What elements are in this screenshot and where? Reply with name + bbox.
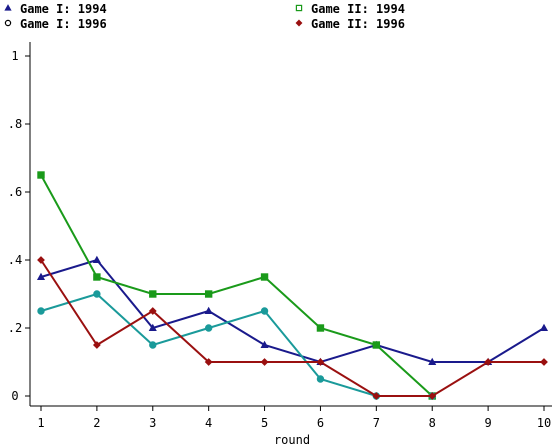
x-tick-label: 1 xyxy=(37,416,44,430)
series-line xyxy=(40,174,433,397)
y-axis-ticks: 0 .2 .4 .6 .8 1 xyxy=(8,49,30,403)
series-0 xyxy=(36,255,549,366)
data-point xyxy=(484,358,493,366)
y-tick-label: .8 xyxy=(8,117,22,131)
data-point xyxy=(92,255,101,264)
data-point xyxy=(148,323,157,332)
x-tick-label: 4 xyxy=(205,416,212,430)
data-point xyxy=(372,392,381,400)
plot-area: 0 .2 .4 .6 .8 1 1 2 3 4 5 6 7 8 9 10 round xyxy=(8,42,552,447)
legend-item-game2-1994: Game II: 1994 xyxy=(295,2,405,16)
data-point xyxy=(149,341,157,349)
legend-marker-game1-1996 xyxy=(4,19,12,27)
series-3 xyxy=(37,256,548,400)
legend-marker xyxy=(295,19,303,27)
data-point xyxy=(204,358,213,366)
data-point xyxy=(93,273,101,281)
y-tick-label: .2 xyxy=(8,321,22,335)
data-point xyxy=(204,324,213,332)
data-point xyxy=(316,358,325,366)
series-line xyxy=(40,258,545,364)
x-tick-label: 9 xyxy=(484,416,491,430)
x-tick-label: 3 xyxy=(149,416,156,430)
series-layer xyxy=(36,171,549,400)
data-point xyxy=(372,341,381,349)
data-point xyxy=(204,290,213,298)
data-point xyxy=(428,392,437,400)
data-point xyxy=(316,324,325,332)
x-tick-label: 10 xyxy=(537,416,551,430)
data-point xyxy=(540,358,548,366)
y-tick-label: .6 xyxy=(8,185,22,199)
legend-label-game2-1996: Game II: 1996 xyxy=(311,17,405,31)
legend: Game I: 1994 Game I: 1996 Game II: 1994 … xyxy=(4,2,405,31)
legend-label-game1-1994: Game I: 1994 xyxy=(20,2,107,16)
x-tick-label: 8 xyxy=(429,416,436,430)
legend-item-game2-1996: Game II: 1996 xyxy=(295,17,405,31)
data-point xyxy=(37,171,45,179)
data-point xyxy=(93,290,101,298)
series-line xyxy=(40,292,433,397)
data-point xyxy=(539,323,549,332)
legend-marker-game1-1994 xyxy=(4,4,12,11)
x-tick-label: 7 xyxy=(373,416,380,430)
data-point xyxy=(428,357,437,366)
data-point xyxy=(260,273,269,281)
data-point xyxy=(260,358,269,366)
x-tick-label: 2 xyxy=(93,416,100,430)
data-point xyxy=(204,306,213,315)
data-point xyxy=(260,340,269,349)
legend-label-game2-1994: Game II: 1994 xyxy=(311,2,405,16)
x-tick-label: 5 xyxy=(261,416,268,430)
data-point xyxy=(37,307,45,315)
x-axis-ticks: 1 2 3 4 5 6 7 8 9 10 xyxy=(37,406,551,430)
y-tick-label: 0 xyxy=(11,389,18,403)
legend-marker-game2-1996 xyxy=(295,19,303,27)
legend-marker xyxy=(4,4,12,11)
data-point xyxy=(260,307,269,315)
data-point xyxy=(148,307,157,315)
legend-marker xyxy=(295,4,303,12)
legend-marker xyxy=(4,19,12,27)
x-axis-title: round xyxy=(274,433,310,447)
legend-label-game1-1996: Game I: 1996 xyxy=(20,17,107,31)
legend-marker-game2-1994 xyxy=(295,4,303,12)
data-point xyxy=(92,341,101,349)
y-tick-label: .4 xyxy=(8,253,22,267)
y-tick-label: 1 xyxy=(11,49,18,63)
data-point xyxy=(36,272,46,281)
legend-item-game1-1994: Game I: 1994 xyxy=(4,2,107,16)
series-1 xyxy=(37,171,436,400)
x-tick-label: 6 xyxy=(317,416,324,430)
legend-item-game1-1996: Game I: 1996 xyxy=(4,17,107,31)
data-point xyxy=(316,375,325,383)
data-point xyxy=(149,290,157,298)
data-point xyxy=(37,256,45,264)
series-line xyxy=(40,259,544,397)
